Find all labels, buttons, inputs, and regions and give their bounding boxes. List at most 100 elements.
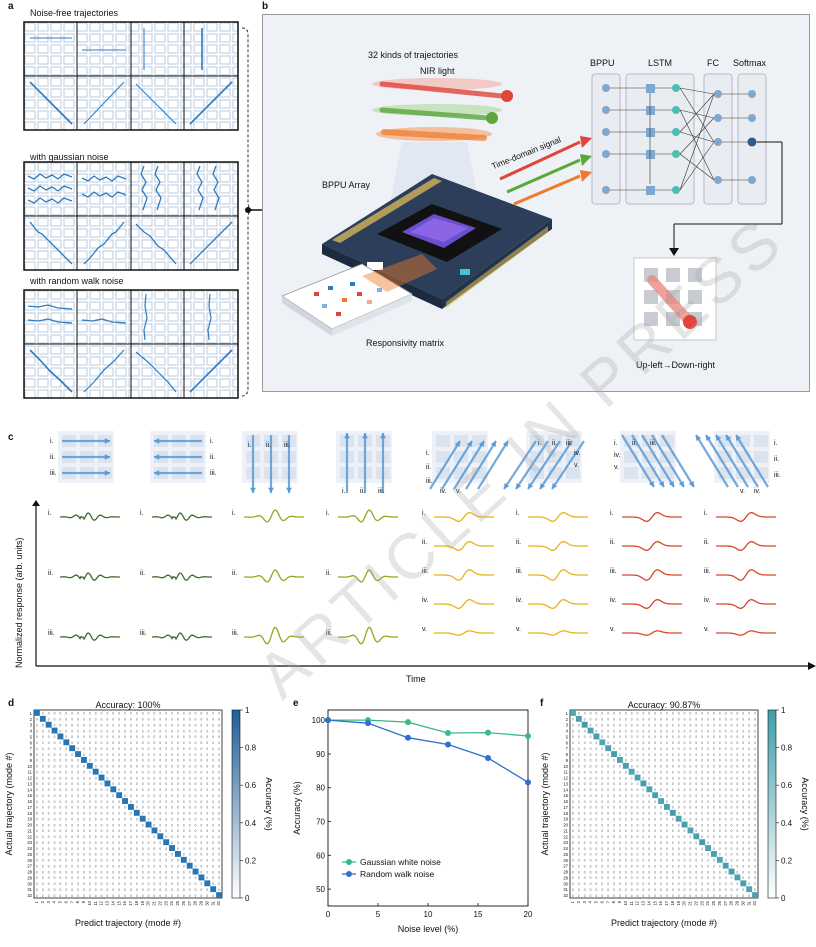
trajectory-arrow [503,440,537,490]
matrix-cell-zero: 0 [684,841,686,845]
matrix-cell-zero: 0 [713,729,715,733]
matrix-cell-zero: 0 [725,712,727,716]
matrix-cell-zero: 0 [707,747,709,751]
icon-roman-label: iii. [650,440,657,447]
matrix-cell-zero: 0 [112,747,114,751]
matrix-cell-zero: 0 [613,859,615,863]
matrix-cell-zero: 0 [672,770,674,774]
matrix-cell-zero: 0 [54,753,56,757]
matrix-cell-zero: 0 [684,888,686,892]
matrix-cell-zero: 0 [613,782,615,786]
matrix-cell-zero: 0 [654,729,656,733]
matrix-cell-zero: 0 [159,729,161,733]
matrix-cell-zero: 0 [206,788,208,792]
signal-waveform [622,512,682,522]
matrix-xtick: 13 [641,900,646,905]
matrix-ytick: 1 [30,711,33,716]
matrix-cell-zero: 0 [42,770,44,774]
matrix-cell-zero: 0 [201,782,203,786]
matrix-cell-zero: 0 [701,876,703,880]
matrix-cell-zero: 0 [660,829,662,833]
matrix-cell-zero: 0 [36,747,38,751]
matrix-cell-zero: 0 [596,806,598,810]
matrix-cell-zero: 0 [118,735,120,739]
matrix-cell-zero: 0 [201,806,203,810]
matrix-cell-zero: 0 [154,817,156,821]
matrix-cell-zero: 0 [654,723,656,727]
matrix-cell-zero: 0 [596,765,598,769]
matrix-cell-zero: 0 [206,741,208,745]
matrix-cell-zero: 0 [707,823,709,827]
matrix-cell-zero: 0 [731,806,733,810]
matrix-cell-zero: 0 [713,759,715,763]
matrix-cell-zero: 0 [678,788,680,792]
matrix-cell-zero: 0 [607,718,609,722]
matrix-cell-zero: 0 [65,788,67,792]
matrix-cell-zero: 0 [625,841,627,845]
matrix-cell-zero: 0 [201,841,203,845]
matrix-cell-zero: 0 [690,882,692,886]
matrix-cell-zero: 0 [183,829,185,833]
light-trajectories [372,78,513,141]
matrix-cell-zero: 0 [672,894,674,898]
matrix-cell-zero: 0 [748,823,750,827]
matrix-cell-zero: 0 [48,718,50,722]
matrix-cell-zero: 0 [171,759,173,763]
network-label-lstm: LSTM [648,58,673,68]
matrix-cell-zero: 0 [148,876,150,880]
matrix-cell-zero: 0 [124,829,126,833]
signal-waveform [622,630,682,636]
matrix-cell-zero: 0 [101,882,103,886]
grid-gaussian [23,161,239,271]
matrix-cell-zero: 0 [654,735,656,739]
colorbar-tick-label: 0.4 [245,819,257,828]
matrix-cell-zero: 0 [60,765,62,769]
matrix-cell-zero: 0 [725,888,727,892]
matrix-cell-zero: 0 [625,888,627,892]
matrix-cell-zero: 0 [142,794,144,798]
matrix-cell-zero: 0 [707,817,709,821]
matrix-cell-zero: 0 [601,864,603,868]
matrix-cell-zero: 0 [89,776,91,780]
matrix-cell-zero: 0 [89,800,91,804]
matrix-cell-zero: 0 [572,794,574,798]
matrix-cell-zero: 0 [666,847,668,851]
matrix-cell-zero: 0 [684,835,686,839]
matrix-cell-zero: 0 [71,800,73,804]
matrix-cell [116,792,123,799]
trajectory-arrow [477,440,509,490]
matrix-cell-zero: 0 [107,806,109,810]
matrix-cell-zero: 0 [707,806,709,810]
matrix-cell-zero: 0 [660,847,662,851]
colorbar-tick-label: 0.4 [781,819,793,828]
matrix-cell-zero: 0 [118,870,120,874]
signal-waveform [244,626,304,645]
matrix-cell-zero: 0 [65,847,67,851]
matrix-cell-zero: 0 [637,770,639,774]
matrix-cell-zero: 0 [171,835,173,839]
matrix-cell-zero: 0 [177,864,179,868]
matrix-cell-zero: 0 [218,876,220,880]
matrix-cell-zero: 0 [748,718,750,722]
icon-roman-label: ii. [210,454,215,461]
matrix-cell-zero: 0 [48,894,50,898]
matrix-cell-zero: 0 [707,729,709,733]
matrix-cell-zero: 0 [584,817,586,821]
matrix-cell-zero: 0 [601,888,603,892]
matrix-cell-zero: 0 [148,741,150,745]
matrix-cell-zero: 0 [89,788,91,792]
matrix-cell-zero: 0 [578,788,580,792]
matrix-cell-zero: 0 [195,788,197,792]
matrix-cell-zero: 0 [77,835,79,839]
icon-roman-label: iii. [378,488,385,495]
matrix-cell-zero: 0 [678,888,680,892]
matrix-cell-zero: 0 [83,718,85,722]
matrix-cell-zero: 0 [660,823,662,827]
matrix-xtick: 21 [152,900,157,905]
matrix-cell-zero: 0 [737,776,739,780]
matrix-cell-zero: 0 [60,870,62,874]
series-point [485,729,491,736]
matrix-cell-zero: 0 [195,835,197,839]
matrix-cell-zero: 0 [613,841,615,845]
matrix-cell-zero: 0 [601,718,603,722]
